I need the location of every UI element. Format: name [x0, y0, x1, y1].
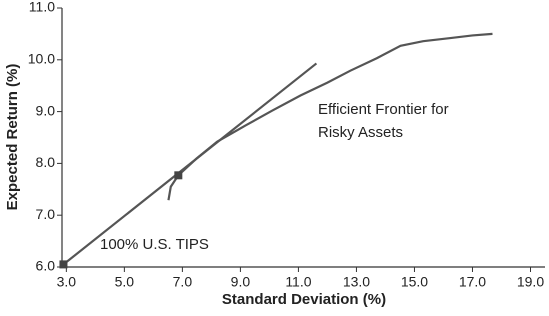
x-tick-label: 9.0 — [231, 274, 251, 290]
x-tick-label: 5.0 — [115, 274, 135, 290]
point-marker — [174, 171, 183, 180]
series-line — [62, 62, 318, 266]
x-axis-title: Standard Deviation (%) — [222, 291, 386, 308]
y-tick-label: 11.0 — [29, 0, 55, 15]
x-tick-label: 17.0 — [459, 274, 486, 290]
x-tick-label: 13.0 — [343, 274, 370, 290]
point-marker — [59, 260, 68, 269]
x-tick-label: 3.0 — [57, 274, 77, 290]
annotation: 100% U.S. TIPS — [100, 236, 209, 253]
annotation: Risky Assets — [318, 124, 403, 141]
x-tick-label: 15.0 — [401, 274, 428, 290]
x-tick-label: 7.0 — [173, 274, 193, 290]
x-tick-label: 11.0 — [285, 274, 311, 290]
y-tick-label: 6.0 — [36, 258, 56, 274]
x-tick-label: 19.0 — [517, 274, 544, 290]
y-tick-label: 8.0 — [36, 154, 56, 170]
y-axis-title: Expected Return (%) — [4, 64, 21, 211]
y-tick-label: 9.0 — [36, 102, 56, 118]
y-tick-label: 7.0 — [36, 206, 56, 222]
annotation: Efficient Frontier for — [318, 101, 449, 118]
y-tick-label: 10.0 — [28, 51, 55, 67]
